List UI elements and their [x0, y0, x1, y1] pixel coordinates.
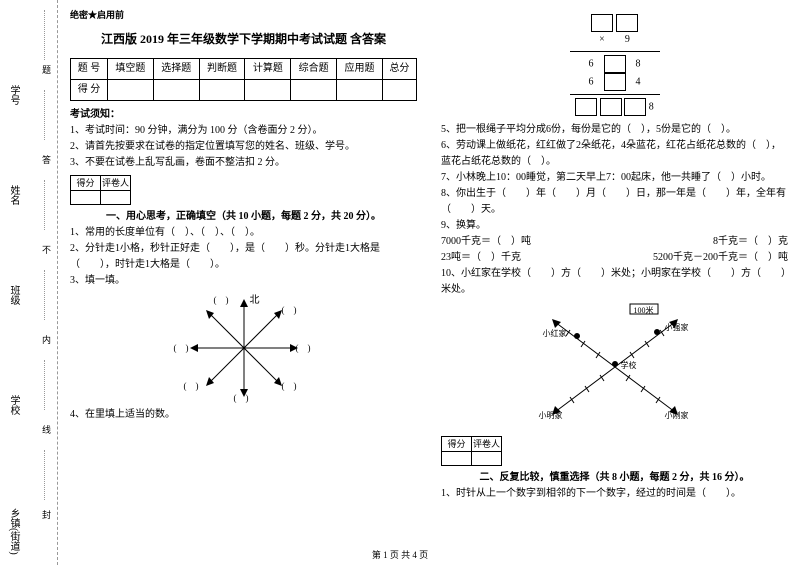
page-footer: 第 1 页 共 4 页 [0, 548, 800, 561]
compass-blank: ( ) [174, 341, 189, 355]
dot-line [44, 270, 45, 320]
question: 4、在里填上适当的数。 [70, 407, 417, 423]
h-rule [570, 94, 660, 95]
seal-mark: 题 [40, 65, 53, 74]
confidential-mark: 绝密★启用前 [70, 8, 417, 22]
diagram-label: 小刚家 [665, 410, 689, 423]
binding-margin: 乡镇(街道) 学校 班级 姓名 学号 题 答 不 内 线 封 [0, 0, 58, 565]
score-col: 计算题 [245, 58, 291, 79]
diagram-label: 小红家 [543, 328, 567, 341]
score-col: 题 号 [71, 58, 108, 79]
mini-cell: 评卷人 [472, 437, 502, 452]
diagram-label: 小明家 [539, 410, 563, 423]
question: 6、劳动课上做纸花，红红做了2朵纸花，4朵蓝花，红花占纸花总数的（ ），蓝花占纸… [441, 138, 788, 170]
score-col: 选择题 [153, 58, 199, 79]
binding-label: 姓名 [6, 185, 21, 205]
digit: 6 [589, 58, 594, 69]
question: 8、你出生于（ ）年（ ）月（ ）日，那一年是（ ）年，全年有（ ）天。 [441, 186, 788, 218]
binding-label: 班级 [6, 285, 21, 305]
exam-title: 江西版 2019 年三年级数学下学期期中考试试题 含答案 [70, 30, 417, 49]
section1-heading: 一、用心思考，正确填空（共 10 小题，每题 2 分，共 20 分）。 [70, 209, 417, 225]
compass-blank: ( ) [234, 391, 249, 405]
question: 5、把一根绳子平均分成6份，每份是它的（ ），5份是它的（ ）。 [441, 122, 788, 138]
seal-mark: 线 [40, 425, 53, 434]
compass-blank: ( ) [214, 293, 229, 307]
question: 1、时针从上一个数字到相邻的下一个数字，经过的时间是（ ）。 [441, 486, 788, 502]
page-content: 绝密★启用前 江西版 2019 年三年级数学下学期期中考试试题 含答案 题 号 … [58, 0, 800, 565]
digit: 4 [636, 76, 641, 87]
right-column: × 9 6 8 6 4 8 5、把一根绳子平均分成6份，每份是它的（ ），5份是… [429, 0, 800, 565]
mini-cell: 得分 [71, 175, 101, 190]
digit: 6 [589, 76, 594, 87]
seal-mark: 封 [40, 510, 53, 519]
compass-diagram: 北 ( ) ( ) ( ) ( ) ( ) ( ) ( ) [174, 293, 314, 403]
location-diagram: 100米 学校 小红家 小强家 小明家 小刚家 [535, 302, 695, 432]
digit-box [604, 73, 626, 91]
digit-box [600, 98, 622, 116]
score-table: 题 号 填空题 选择题 判断题 计算题 综合题 应用题 总分 得 分 [70, 58, 417, 101]
score-col: 判断题 [199, 58, 245, 79]
digit-box [591, 14, 613, 32]
binding-label: 学号 [6, 85, 21, 105]
digit-box [604, 55, 626, 73]
digit: 8 [649, 101, 654, 112]
question: 10、小红家在学校（ ）方（ ）米处；小明家在学校（ ）方（ ）米处。 [441, 266, 788, 298]
grader-table: 得分评卷人 [70, 175, 131, 205]
score-row: 得 分 [71, 79, 108, 100]
multiplication-problem: × 9 6 8 6 4 8 [441, 14, 788, 116]
digit: 8 [636, 58, 641, 69]
compass-blank: ( ) [282, 303, 297, 317]
seal-mark: 内 [40, 335, 53, 344]
dot-line [44, 90, 45, 140]
conversion: 8千克＝（ ）克 [713, 234, 788, 250]
dot-line [44, 360, 45, 410]
score-col: 综合题 [291, 58, 337, 79]
dot-line [44, 450, 45, 500]
conversion: 7000千克＝（ ）吨 [441, 234, 531, 250]
conversion: 5200千克－200千克＝（ ）吨 [653, 250, 788, 266]
diagram-label: 学校 [621, 360, 637, 373]
dot-line [44, 180, 45, 230]
digit: 9 [625, 34, 630, 45]
score-col: 总分 [382, 58, 416, 79]
question: 7、小林晚上10：00睡觉，第二天早上7：00起床，他一共睡了（ ）小时。 [441, 170, 788, 186]
notice-heading: 考试须知： [70, 107, 417, 123]
seal-mark: 答 [40, 155, 53, 164]
compass-north: 北 [250, 293, 260, 309]
score-col: 填空题 [108, 58, 154, 79]
conversion: 23吨＝（ ）千克 [441, 250, 521, 266]
digit-box [624, 98, 646, 116]
section2-heading: 二、反复比较，慎重选择（共 8 小题，每题 2 分，共 16 分）。 [441, 470, 788, 486]
notice-item: 1、考试时间：90 分钟，满分为 100 分（含卷面分 2 分）。 [70, 123, 417, 139]
compass-blank: ( ) [184, 379, 199, 393]
grader-table: 得分评卷人 [441, 436, 502, 466]
scale-text: 100米 [634, 305, 654, 318]
mini-cell: 评卷人 [101, 175, 131, 190]
seal-mark: 不 [40, 245, 53, 254]
digit-box [616, 14, 638, 32]
compass-blank: ( ) [296, 341, 311, 355]
score-col: 应用题 [337, 58, 383, 79]
question: 2、分针走1小格，秒针正好走（ ），是（ ）秒。分针走1大格是（ ），时针走1大… [70, 241, 417, 273]
dot-line [44, 10, 45, 60]
h-rule [570, 51, 660, 52]
notice-item: 2、请首先按要求在试卷的指定位置填写您的姓名、班级、学号。 [70, 139, 417, 155]
diagram-label: 小强家 [665, 322, 689, 335]
question: 1、常用的长度单位有（ ）、（ ）、（ ）。 [70, 225, 417, 241]
digit-box [575, 98, 597, 116]
left-column: 绝密★启用前 江西版 2019 年三年级数学下学期期中考试试题 含答案 题 号 … [58, 0, 429, 565]
question: 3、填一填。 [70, 273, 417, 289]
compass-blank: ( ) [282, 379, 297, 393]
mult-sign: × [599, 34, 605, 45]
question: 9、换算。 [441, 218, 788, 234]
notice-item: 3、不要在试卷上乱写乱画，卷面不整洁扣 2 分。 [70, 155, 417, 171]
binding-label: 学校 [6, 395, 21, 415]
mini-cell: 得分 [442, 437, 472, 452]
